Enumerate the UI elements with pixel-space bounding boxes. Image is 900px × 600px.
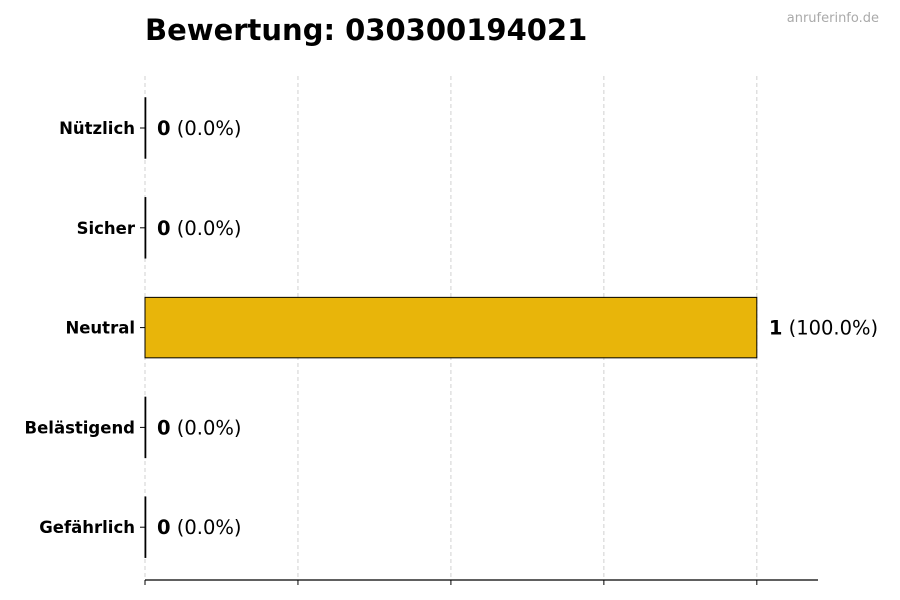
y-tick-label: Belästigend <box>25 418 135 437</box>
data-label: 0 (0.0%) <box>157 416 242 439</box>
bar-1 <box>144 197 147 259</box>
data-label-percent: (0.0%) <box>171 416 242 439</box>
data-label-count: 1 <box>769 317 783 340</box>
data-label-percent: (0.0%) <box>171 217 242 240</box>
data-label: 0 (0.0%) <box>157 516 242 539</box>
bar-3 <box>144 396 147 459</box>
data-label-percent: (100.0%) <box>782 317 878 340</box>
y-tick-label: Gefährlich <box>39 518 135 537</box>
data-label-percent: (0.0%) <box>171 516 242 539</box>
y-tick-label: Neutral <box>65 319 135 338</box>
y-tick-label: Nützlich <box>59 119 135 138</box>
data-label-count: 0 <box>157 516 171 539</box>
data-label-percent: (0.0%) <box>171 117 242 140</box>
watermark: anruferinfo.de <box>787 11 879 26</box>
bar-0 <box>144 97 147 159</box>
data-label-count: 0 <box>157 416 171 439</box>
data-label-count: 0 <box>157 217 171 240</box>
y-tick-label: Sicher <box>77 219 136 238</box>
data-label: 0 (0.0%) <box>157 117 242 140</box>
data-label: 1 (100.0%) <box>769 317 878 340</box>
chart-title: Bewertung: 030300194021 <box>145 13 587 47</box>
bar-4 <box>144 496 147 558</box>
data-label: 0 (0.0%) <box>157 217 242 240</box>
data-label-count: 0 <box>157 117 171 140</box>
bar-2 <box>144 296 758 359</box>
